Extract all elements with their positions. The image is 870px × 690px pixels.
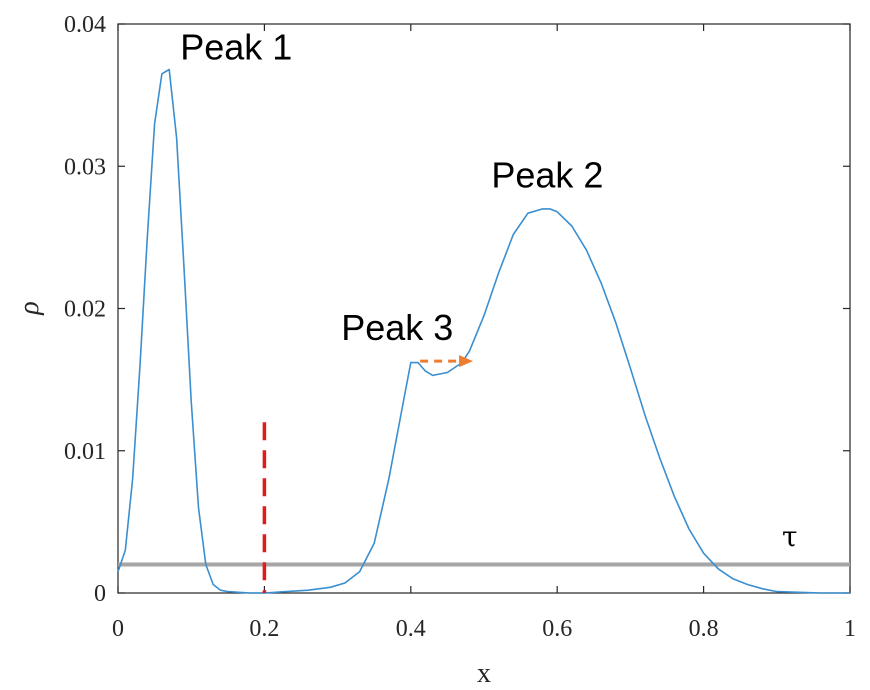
chart-marks xyxy=(117,68,850,594)
x-tick-labels: 0 0.2 0.4 0.6 0.8 1 xyxy=(112,616,856,642)
y-tick-labels: 0 0.01 0.02 0.03 0.04 xyxy=(64,12,106,607)
y-tick-label: 0 xyxy=(94,581,106,607)
x-tick-label: 0.2 xyxy=(249,616,279,642)
y-tick-label: 0.01 xyxy=(64,439,106,465)
x-tick-label: 0 xyxy=(112,616,124,642)
plot-area xyxy=(117,23,851,594)
peak-label: Peak 3 xyxy=(341,307,453,348)
x-tick-label: 0.8 xyxy=(689,616,719,642)
y-tick-label: 0.03 xyxy=(64,154,106,180)
y-tick-label: 0.02 xyxy=(64,297,106,323)
peak-label: Peak 2 xyxy=(491,155,603,196)
peak-label: Peak 1 xyxy=(180,27,292,68)
y-axis-label: ρ xyxy=(14,301,45,315)
chart-annotations: Peak 1 Peak 2 Peak 3 τ xyxy=(180,27,797,553)
density-curve xyxy=(117,68,850,594)
x-tick-label: 0.4 xyxy=(396,616,426,642)
x-tick-label: 0.6 xyxy=(542,616,572,642)
y-tick-label: 0.04 xyxy=(64,12,106,38)
threshold-label: τ xyxy=(782,520,798,553)
x-axis-label: x xyxy=(477,658,491,689)
x-tick-label: 1 xyxy=(844,616,856,642)
shift-arrow-head xyxy=(459,355,474,368)
